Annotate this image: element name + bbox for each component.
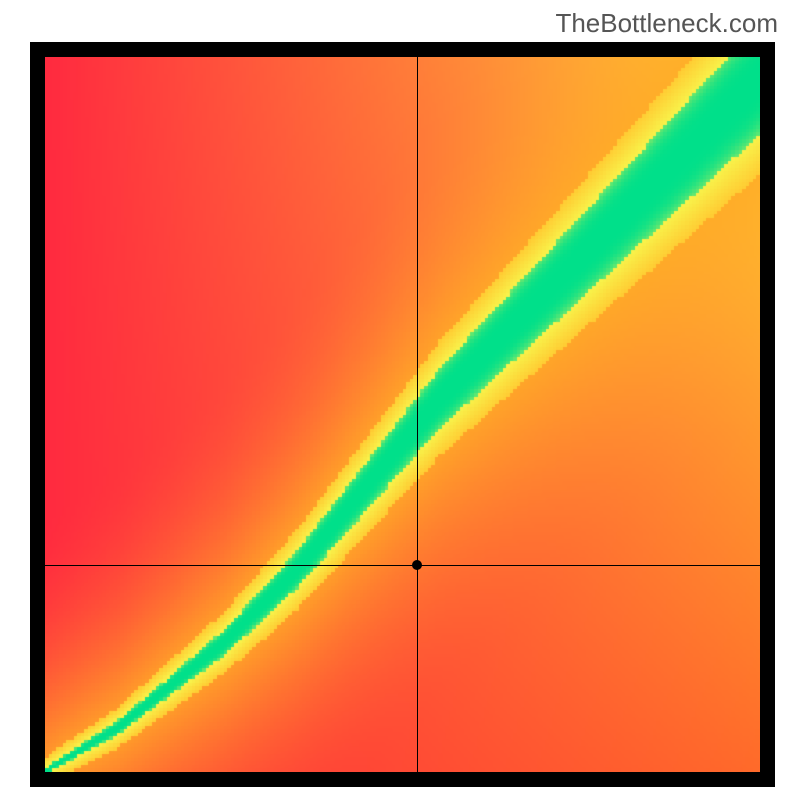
chart-container: TheBottleneck.com	[0, 0, 800, 800]
crosshair-horizontal	[45, 565, 760, 566]
heatmap-canvas	[45, 57, 760, 772]
watermark-text: TheBottleneck.com	[555, 8, 778, 39]
plot-frame	[30, 42, 775, 787]
data-point-marker	[412, 560, 422, 570]
crosshair-vertical	[417, 57, 418, 772]
plot-inner	[45, 57, 760, 772]
